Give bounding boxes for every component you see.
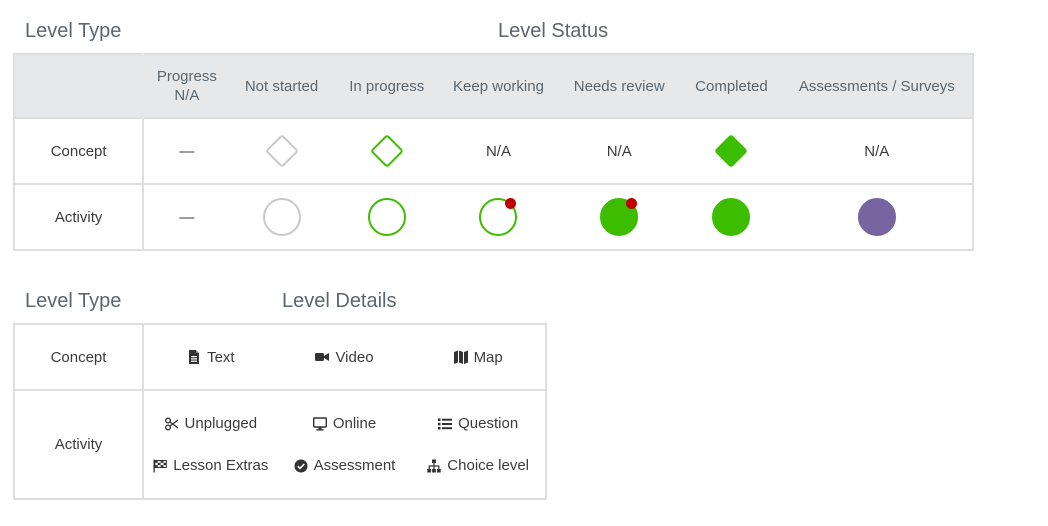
- diamond-outline-green-icon: [369, 134, 404, 168]
- activity-not-started: [229, 183, 334, 250]
- details-level-type-heading: Level Type: [25, 290, 122, 312]
- red-dot-icon: [626, 198, 638, 209]
- concept-progress-na: —: [143, 117, 230, 184]
- header-needs-review: Needs review: [573, 77, 665, 95]
- details-concept-cell: Text Video Map: [143, 324, 546, 390]
- sitemap-icon: [427, 459, 441, 473]
- details-row-activity: Activity Unplugged Online: [14, 389, 546, 499]
- header-progress-na: Progress N/A: [156, 68, 217, 104]
- level-details-heading: Level Details: [282, 290, 397, 312]
- document-icon: [187, 350, 201, 364]
- desktop-icon: [312, 416, 327, 431]
- header-not-started: Not started: [244, 77, 319, 95]
- concept-assessments: N/A: [781, 117, 973, 184]
- details-activity-cell: Unplugged Online Question: [143, 389, 546, 499]
- activity-assessments: [781, 183, 973, 250]
- level-status-table: Progress N/A Not started In progress Keep…: [13, 53, 974, 251]
- status-header-row: Progress N/A Not started In progress Keep…: [14, 54, 973, 118]
- detail-video: Video: [315, 349, 374, 366]
- checkered-flag-icon: [153, 459, 168, 473]
- circle-outline-gray-icon: [262, 198, 301, 236]
- detail-question: Question: [438, 415, 518, 432]
- list-icon: [438, 417, 453, 431]
- level-details-table: Concept Text Video: [13, 323, 547, 500]
- detail-lesson-extras: Lesson Extras: [153, 457, 268, 474]
- circle-outline-green-red-dot-icon: [479, 198, 518, 236]
- header-in-progress: In progress: [349, 77, 425, 95]
- details-type-concept: Concept: [14, 324, 144, 390]
- activity-progress-na: —: [143, 183, 230, 250]
- video-camera-icon: [315, 350, 330, 364]
- concept-details-grid: Text Video Map: [144, 349, 545, 366]
- row-type-concept: Concept: [14, 117, 145, 184]
- concept-completed: [681, 117, 782, 184]
- level-status-heading: Level Status: [498, 20, 609, 42]
- row-type-activity: Activity: [14, 183, 145, 250]
- header-blank: [14, 54, 145, 118]
- status-level-type-heading: Level Type: [25, 20, 122, 42]
- circle-outline-green-icon: [367, 198, 406, 236]
- detail-choice-level: Choice level: [427, 457, 529, 474]
- detail-map: Map: [453, 349, 503, 366]
- status-row-concept: Concept — N/A N/A N/A: [14, 117, 973, 184]
- activity-details-grid: Unplugged Online Question: [144, 415, 545, 474]
- diamond-outline-gray-icon: [264, 134, 299, 168]
- status-row-activity: Activity —: [14, 183, 973, 250]
- diamond-filled-green-icon: [714, 134, 749, 168]
- concept-in-progress: [333, 117, 440, 184]
- detail-unplugged: Unplugged: [164, 415, 257, 432]
- activity-needs-review: [557, 183, 682, 250]
- concept-needs-review: N/A: [557, 117, 682, 184]
- detail-assessment: Assessment: [294, 457, 395, 474]
- concept-keep-working: N/A: [439, 117, 558, 184]
- activity-in-progress: [333, 183, 440, 250]
- scissors-icon: [164, 417, 179, 431]
- details-row-concept: Concept Text Video: [14, 324, 546, 390]
- header-keep-working: Keep working: [453, 77, 544, 95]
- map-icon: [453, 350, 468, 364]
- header-completed: Completed: [695, 77, 768, 95]
- activity-completed: [681, 183, 782, 250]
- activity-keep-working: [439, 183, 558, 250]
- details-type-activity: Activity: [14, 389, 144, 499]
- concept-not-started: [229, 117, 334, 184]
- circle-filled-green-red-dot-icon: [600, 198, 639, 236]
- circle-filled-purple-icon: [857, 198, 896, 236]
- detail-online: Online: [312, 415, 376, 432]
- header-assessments-surveys: Assessments / Surveys: [798, 77, 955, 95]
- red-dot-icon: [505, 198, 517, 209]
- detail-text: Text: [187, 349, 235, 366]
- check-circle-icon: [294, 459, 308, 473]
- circle-filled-green-icon: [712, 198, 751, 236]
